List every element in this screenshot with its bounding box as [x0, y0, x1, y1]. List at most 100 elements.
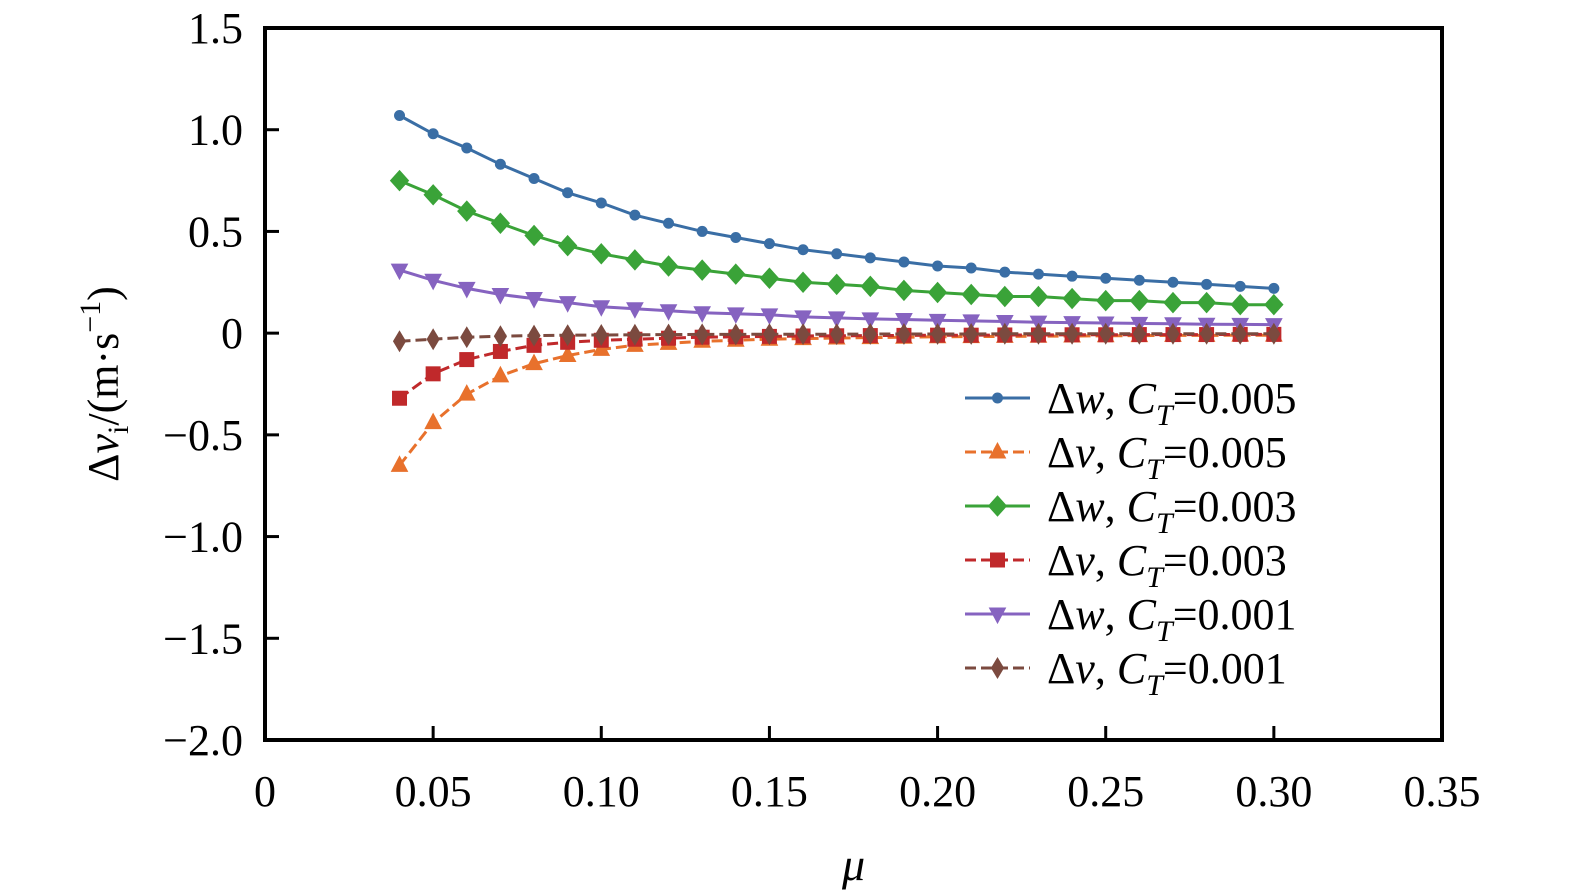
data-point [1200, 322, 1214, 345]
data-point [595, 197, 607, 209]
series-line [398, 114, 1274, 290]
legend-entry: Δv, CT=0.001 [965, 644, 1287, 702]
data-point [1031, 322, 1046, 345]
data-point [626, 302, 644, 319]
data-point [964, 322, 978, 345]
data-point [1167, 276, 1179, 288]
legend-label: Δv, CT=0.003 [1047, 536, 1287, 594]
data-point [491, 287, 510, 305]
data-point [863, 322, 877, 345]
data-point [898, 256, 910, 268]
legend-entry: Δw, CT=0.001 [965, 590, 1297, 648]
data-point [831, 248, 843, 260]
legend-label-part: =0.003 [1163, 536, 1287, 585]
data-point [932, 260, 944, 272]
legend-entry: Δv, CT=0.005 [965, 428, 1287, 486]
data-point [625, 249, 645, 271]
data-point [1264, 293, 1284, 316]
data-point [927, 281, 948, 304]
legend-label-part: Δ [1047, 374, 1075, 423]
legend-entry: Δw, CT=0.005 [965, 374, 1297, 432]
data-point [524, 224, 544, 247]
data-point [995, 285, 1015, 308]
data-point [424, 273, 442, 291]
data-point [558, 296, 577, 313]
legend-label-part: Δ [1047, 482, 1075, 531]
data-point [528, 173, 540, 185]
legend-label-part: , [1095, 644, 1117, 693]
y-tick-label: −1.0 [163, 513, 243, 562]
data-point [763, 238, 775, 250]
x-tick-label: 0.25 [1067, 767, 1144, 816]
data-point [527, 324, 541, 347]
legend-label-part: C [1127, 374, 1157, 423]
data-point [827, 273, 847, 296]
data-point [592, 339, 611, 356]
data-point [864, 252, 876, 264]
data-point [692, 259, 712, 281]
data-point [629, 209, 641, 221]
x-tick-label: 0.05 [395, 767, 472, 816]
legend-label-part: , [1105, 482, 1127, 531]
legend-label-part: , [1105, 374, 1127, 423]
legend-label-part: =0.001 [1163, 644, 1287, 693]
legend-label-part: C [1127, 482, 1157, 531]
data-point [457, 200, 477, 222]
legend-marker [988, 441, 1007, 459]
data-point [591, 243, 611, 265]
data-point [459, 352, 475, 368]
legend-label-part: T [1146, 669, 1165, 702]
axis-ticks [263, 26, 1444, 742]
legend-label-part: v [1075, 536, 1095, 585]
y-tick-label: −0.5 [163, 411, 243, 460]
legend-label-part: =0.001 [1173, 590, 1297, 639]
legend-label-part: T [1156, 399, 1175, 432]
data-point [796, 323, 810, 346]
data-point [557, 234, 578, 257]
data-point [561, 324, 575, 347]
data-point [762, 323, 777, 346]
series-3 [389, 169, 1284, 316]
data-point [1233, 322, 1247, 345]
y-tick-label: −1.5 [163, 614, 243, 663]
data-point [729, 323, 743, 346]
data-point [427, 128, 439, 140]
data-point [1066, 270, 1078, 282]
legend-label-part: T [1146, 453, 1165, 486]
data-point [693, 306, 712, 323]
data-point [760, 308, 779, 325]
data-point [1196, 291, 1217, 314]
legend-label-part: Δ [1047, 536, 1075, 585]
legend-marker [990, 552, 1005, 568]
data-point [797, 244, 809, 256]
legend-label-part: , [1095, 536, 1117, 585]
legend-label-part: C [1117, 536, 1147, 585]
y-axis-unit-close: ) [79, 286, 128, 301]
x-tick-label: 0 [254, 767, 276, 816]
legend-label: Δv, CT=0.005 [1047, 428, 1287, 486]
data-point [1099, 322, 1113, 345]
y-axis-sub: i [102, 426, 135, 434]
data-point [930, 322, 945, 345]
data-point [392, 330, 407, 353]
data-point [1065, 322, 1079, 345]
data-point [1166, 322, 1180, 345]
data-point [726, 263, 746, 285]
data-point [928, 313, 947, 331]
data-point [592, 300, 611, 317]
y-tick-label: 1.5 [188, 4, 243, 53]
data-point [830, 323, 844, 346]
data-point [1100, 272, 1112, 284]
x-tick-label: 0.30 [1235, 767, 1312, 816]
data-point [558, 345, 577, 363]
x-tick-label: 0.15 [731, 767, 808, 816]
legend-label: Δw, CT=0.001 [1047, 590, 1297, 648]
data-point [895, 313, 913, 330]
y-tick-label: 0.5 [188, 207, 243, 256]
data-point [460, 326, 474, 349]
y-tick-label: 0 [221, 309, 243, 358]
data-point [726, 307, 745, 324]
data-point [1032, 268, 1044, 280]
legend-marker [988, 607, 1007, 625]
